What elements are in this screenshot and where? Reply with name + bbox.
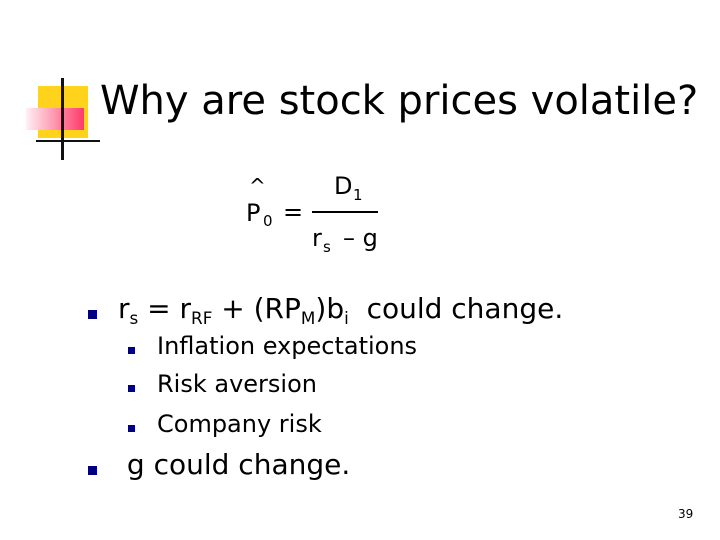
logo-bar [26, 108, 84, 130]
logo-hline [36, 140, 100, 142]
text-run: + (RP [212, 292, 301, 325]
sub-bullet-marker [128, 425, 135, 432]
title: Why are stock prices volatile? [100, 78, 699, 124]
fraction-line [312, 211, 378, 213]
denominator: r [312, 224, 322, 252]
sub-bullet-marker [128, 347, 135, 354]
sub-bullet-text: Inflation expectations [157, 332, 418, 360]
bullet-marker [88, 310, 97, 319]
numerator-sub: 1 [353, 186, 363, 204]
bullet-marker [88, 466, 97, 475]
page-number: 39 [678, 507, 694, 521]
sub-bullet-text: Risk aversion [157, 370, 317, 398]
subscript: M [300, 307, 316, 328]
text-run: could change. [348, 292, 564, 325]
formula-equals: = [283, 198, 304, 226]
subscript: s [129, 307, 139, 328]
logo-vline [61, 78, 64, 160]
formula-lhs-sub: 0 [263, 212, 273, 230]
bullet-text: rs = rRF + (RPM)bi could change. [118, 292, 563, 328]
hat: ^ [249, 174, 266, 198]
sub-bullet-marker [128, 385, 135, 392]
sub-bullet-text: Company risk [157, 410, 322, 438]
subscript: RF [191, 307, 213, 328]
text-run: = r [138, 292, 192, 325]
denominator-rest: – g [343, 224, 378, 252]
text-run: )b [315, 292, 345, 325]
formula-lhs: P [246, 199, 261, 227]
bullet-text: g could change. [118, 448, 350, 481]
numerator: D [334, 172, 353, 200]
text-run: r [118, 292, 130, 325]
text-run: g could change. [118, 448, 351, 481]
subscript: i [344, 307, 349, 328]
denominator-sub: s [323, 238, 331, 256]
